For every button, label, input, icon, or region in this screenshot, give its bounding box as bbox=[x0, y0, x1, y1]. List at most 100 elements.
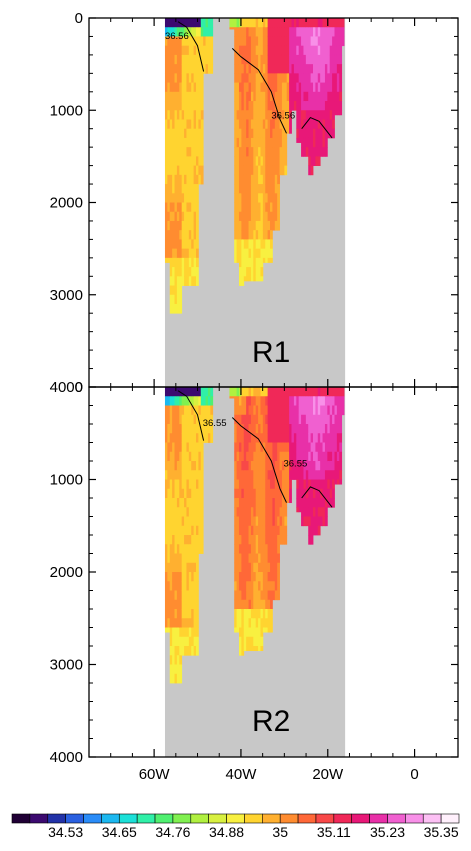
salinity-cell bbox=[327, 18, 331, 28]
salinity-cell bbox=[336, 470, 340, 480]
salinity-cell bbox=[238, 544, 242, 554]
salinity-cell bbox=[186, 405, 190, 416]
salinity-cell bbox=[193, 609, 197, 619]
salinity-cell bbox=[248, 627, 252, 638]
salinity-cell bbox=[191, 590, 195, 601]
salinity-cell bbox=[174, 294, 178, 305]
salinity-cell bbox=[176, 405, 180, 416]
salinity-cell bbox=[289, 27, 292, 37]
contour-line bbox=[301, 486, 333, 508]
salinity-cell bbox=[238, 424, 242, 434]
salinity-cell bbox=[243, 451, 247, 462]
salinity-cell bbox=[317, 101, 321, 111]
salinity-cell bbox=[286, 479, 290, 490]
salinity-cell bbox=[234, 193, 237, 203]
salinity-cell bbox=[293, 27, 297, 37]
salinity-cell bbox=[267, 54, 271, 65]
salinity-cell bbox=[265, 64, 269, 74]
salinity-cell bbox=[253, 156, 257, 166]
salinity-cell bbox=[169, 27, 173, 37]
salinity-cell bbox=[188, 618, 192, 628]
salinity-cell bbox=[270, 257, 273, 263]
salinity-cell bbox=[265, 525, 269, 536]
salinity-cell bbox=[193, 451, 197, 462]
salinity-cell bbox=[260, 220, 264, 231]
salinity-cell bbox=[243, 488, 247, 499]
salinity-cell bbox=[267, 544, 271, 554]
colorbar-swatch bbox=[11, 813, 31, 824]
salinity-cell bbox=[272, 498, 276, 508]
salinity-cell bbox=[198, 396, 202, 406]
salinity-cell bbox=[200, 414, 204, 425]
salinity-cell bbox=[255, 488, 259, 499]
salinity-cell bbox=[243, 193, 247, 203]
salinity-cell bbox=[258, 267, 261, 277]
salinity-cell bbox=[336, 82, 340, 93]
salinity-cell bbox=[200, 470, 204, 480]
salinity-cell bbox=[277, 137, 280, 148]
salinity-cell bbox=[234, 91, 237, 102]
salinity-cell bbox=[234, 73, 237, 83]
salinity-cell bbox=[279, 405, 283, 416]
salinity-cell bbox=[255, 156, 259, 166]
salinity-cell bbox=[172, 424, 175, 434]
salinity-cell bbox=[174, 553, 178, 564]
salinity-cell bbox=[207, 405, 211, 416]
salinity-cell bbox=[293, 396, 297, 406]
salinity-cell bbox=[181, 248, 185, 259]
salinity-cell bbox=[260, 609, 264, 619]
salinity-cell bbox=[308, 525, 312, 536]
salinity-cell bbox=[174, 507, 178, 517]
salinity-cell bbox=[250, 525, 254, 536]
salinity-cell bbox=[191, 387, 195, 397]
salinity-cell bbox=[320, 470, 323, 480]
salinity-cell bbox=[234, 257, 237, 263]
salinity-cell bbox=[241, 405, 245, 416]
salinity-cell bbox=[293, 405, 297, 416]
salinity-cell bbox=[265, 507, 269, 517]
salinity-cell bbox=[164, 479, 168, 490]
salinity-cell bbox=[167, 91, 171, 102]
salinity-cell bbox=[315, 498, 319, 508]
salinity-cell bbox=[253, 119, 257, 130]
colorbar-swatch bbox=[226, 813, 245, 824]
salinity-cell bbox=[260, 27, 264, 37]
salinity-cell bbox=[301, 73, 304, 83]
salinity-cell bbox=[289, 451, 292, 462]
salinity-cell bbox=[236, 544, 240, 554]
salinity-cell bbox=[196, 581, 199, 591]
salinity-cell bbox=[188, 230, 192, 240]
salinity-cell bbox=[296, 424, 300, 434]
salinity-cell bbox=[281, 137, 285, 148]
salinity-cell bbox=[260, 91, 264, 102]
salinity-cell bbox=[296, 479, 300, 490]
salinity-cell bbox=[305, 27, 309, 37]
salinity-cell bbox=[169, 45, 173, 56]
salinity-cell bbox=[248, 230, 252, 240]
salinity-cell bbox=[191, 461, 195, 471]
salinity-cell bbox=[250, 184, 254, 194]
salinity-cell bbox=[277, 590, 280, 601]
salinity-cell bbox=[250, 27, 254, 37]
salinity-cell bbox=[329, 470, 333, 480]
salinity-cell bbox=[246, 479, 249, 490]
salinity-cell bbox=[315, 424, 319, 434]
colorbar-label: 35.35 bbox=[424, 824, 459, 840]
salinity-cell bbox=[241, 45, 245, 56]
salinity-cell bbox=[234, 535, 237, 545]
salinity-cell bbox=[270, 581, 273, 591]
salinity-cell bbox=[238, 82, 242, 93]
salinity-cell bbox=[241, 18, 245, 28]
salinity-cell bbox=[265, 18, 269, 28]
salinity-cell bbox=[169, 82, 173, 93]
salinity-cell bbox=[200, 544, 204, 554]
salinity-cell bbox=[262, 230, 266, 240]
salinity-cell bbox=[272, 516, 276, 527]
salinity-cell bbox=[301, 488, 304, 499]
salinity-cell bbox=[322, 470, 326, 480]
salinity-cell bbox=[184, 45, 187, 56]
salinity-cell bbox=[172, 101, 175, 111]
salinity-cell bbox=[286, 414, 290, 425]
salinity-cell bbox=[174, 414, 178, 425]
salinity-cell bbox=[169, 91, 173, 102]
